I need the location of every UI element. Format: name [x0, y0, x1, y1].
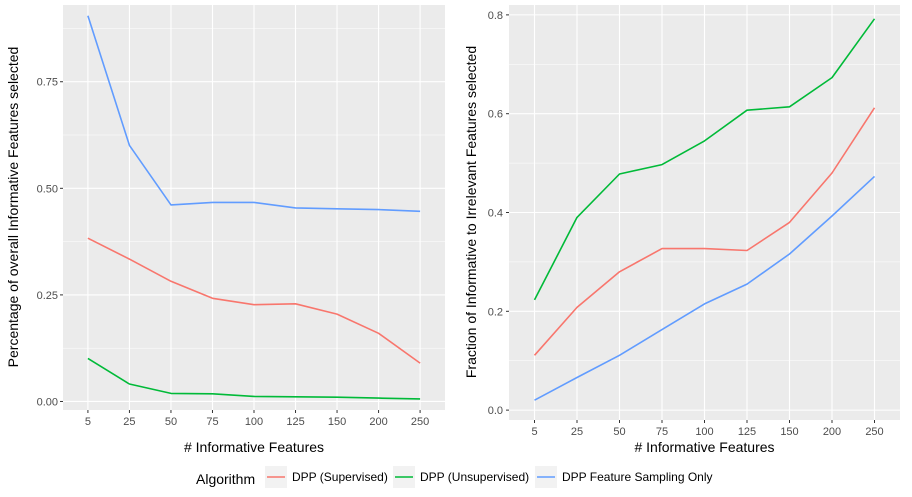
x-tick-label: 200 — [823, 426, 841, 438]
series-line-3 — [534, 175, 876, 401]
x-axis-title: # Informative Features — [184, 439, 324, 455]
x-tick-label: 5 — [85, 416, 91, 428]
y-tick-label: 0.75 — [37, 77, 58, 89]
legend-item: DPP Feature Sampling Only — [535, 466, 713, 488]
x-tick-label: 50 — [613, 426, 625, 438]
y-tick-label: 0.4 — [488, 208, 503, 220]
legend-label: DPP Feature Sampling Only — [562, 470, 713, 484]
legend-title: Algorithm — [196, 471, 255, 487]
series-line-3 — [87, 15, 421, 213]
x-tick-label: 125 — [738, 426, 756, 438]
x-tick-label: 50 — [165, 416, 177, 428]
legend-item: DPP (Unsupervised) — [393, 466, 529, 488]
y-tick-label: 0.2 — [488, 306, 503, 318]
x-tick-label: 75 — [656, 426, 668, 438]
legend-item: DPP (Supervised) — [265, 466, 388, 488]
x-axis-title: # Informative Features — [634, 439, 774, 455]
y-axis-title: Percentage of overall Informative Featur… — [5, 47, 21, 368]
y-axis-title: Fraction of Informative to Irrelevant Fe… — [463, 46, 479, 378]
y-tick-label: 0.50 — [37, 183, 58, 195]
legend-label: DPP (Unsupervised) — [420, 470, 529, 484]
x-tick-label: 200 — [369, 416, 387, 428]
x-tick-label: 150 — [780, 426, 798, 438]
legend-label: DPP (Supervised) — [292, 470, 388, 484]
x-tick-label: 250 — [411, 416, 429, 428]
right-chart-panel: 0.0 0.2 0.4 0.6 0.8 5 25 50 75 100 125 150 200 250 # I… — [463, 5, 900, 455]
x-tick-label: 100 — [695, 426, 713, 438]
chart-legend: Algorithm DPP (Supervised) DPP (Unsupervi… — [196, 466, 713, 488]
series-line-1 — [533, 107, 876, 356]
x-tick-label: 75 — [206, 416, 218, 428]
x-tick-label: 25 — [571, 426, 583, 438]
y-tick-label: 0.25 — [37, 290, 58, 302]
x-tick-label: 100 — [245, 416, 263, 428]
x-tick-label: 25 — [123, 416, 135, 428]
series-line-2 — [533, 18, 876, 301]
y-tick-label: 0.00 — [37, 396, 58, 408]
y-tick-label: 0.8 — [488, 10, 503, 22]
y-tick-label: 0.6 — [488, 109, 503, 121]
legend-items: DPP (Supervised) DPP (Unsupervised) DPP Fe… — [265, 466, 713, 488]
series-line-2 — [87, 357, 421, 400]
y-tick-label: 0.0 — [488, 405, 503, 417]
x-tick-label: 5 — [531, 426, 537, 438]
series-line-1 — [87, 237, 421, 364]
left-chart-panel: 0.00 0.25 0.50 0.75 5 25 50 75 100 125 150 200 250 # … — [5, 5, 445, 455]
x-tick-label: 250 — [865, 426, 883, 438]
x-tick-label: 150 — [328, 416, 346, 428]
x-tick-label: 125 — [286, 416, 304, 428]
